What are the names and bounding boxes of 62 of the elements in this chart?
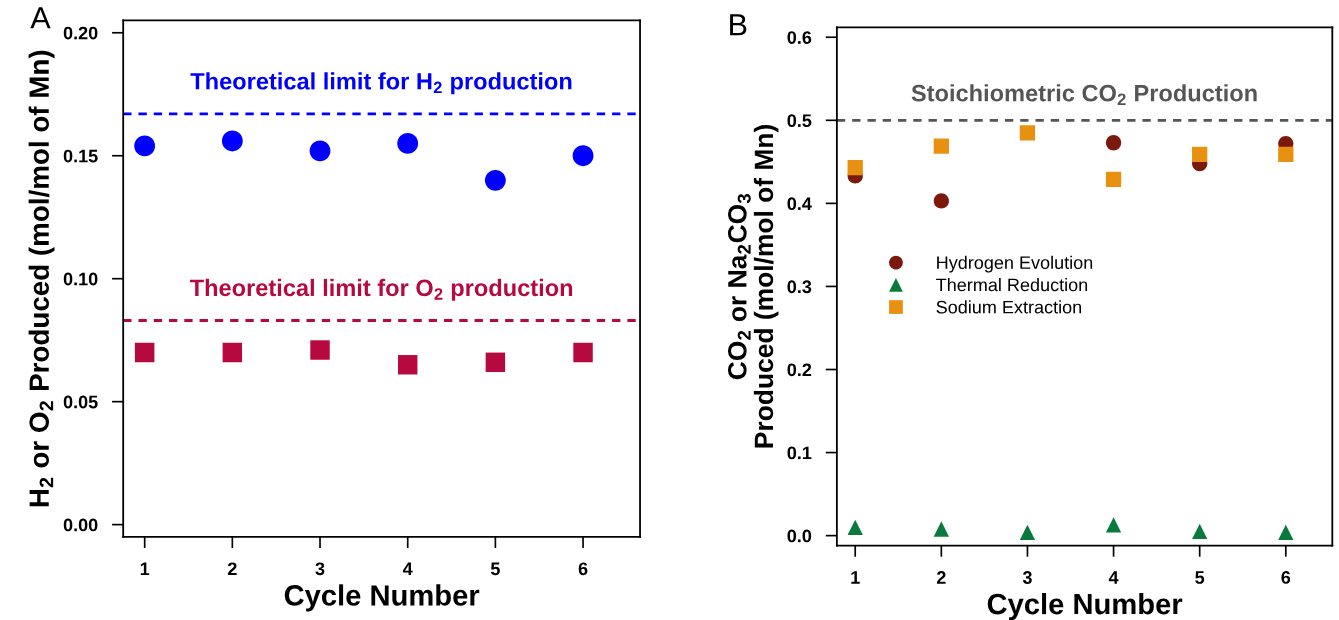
point — [397, 355, 418, 375]
y-tick-label: 0.20 — [63, 26, 98, 40]
legend-label: Thermal Reduction — [936, 278, 1088, 292]
y-tick-label: 0.10 — [63, 272, 98, 286]
ref-line-label: Theoretical limit for H$_{2}$ production — [190, 72, 572, 95]
y-tick-label: 0.6 — [787, 31, 812, 44]
point — [1192, 146, 1208, 163]
y-tick-label: 0.1 — [787, 446, 812, 460]
x-tick-label: 2 — [936, 571, 946, 584]
x-tick-label: 2 — [227, 562, 237, 575]
legend-label: Sodium Extraction — [936, 300, 1082, 314]
point — [310, 340, 330, 360]
point — [309, 140, 331, 162]
point — [933, 193, 949, 209]
x-tick-label: 4 — [1108, 571, 1119, 584]
y-tick-label: 0.00 — [63, 518, 98, 532]
legend-label: Hydrogen Evolution — [937, 255, 1093, 273]
ref-line-label: Stoichiometric CO$_{2}$ Production — [911, 84, 1257, 106]
x-tick-label: 3 — [315, 562, 325, 576]
point — [933, 138, 949, 154]
x-tick-label: 4 — [402, 562, 413, 575]
point — [221, 130, 243, 152]
text: B — [730, 14, 747, 36]
point — [222, 342, 243, 363]
x-axis-title: Cycle Number — [284, 584, 480, 612]
point — [572, 145, 594, 167]
y-tick-label: 0.0 — [787, 529, 812, 543]
point — [1278, 524, 1294, 540]
point — [397, 133, 419, 154]
x-tick-label: 3 — [1022, 571, 1032, 584]
y-tick-label: 0.4 — [787, 197, 812, 211]
x-tick-label: 1 — [851, 571, 860, 584]
text: A — [30, 7, 51, 29]
x-tick-label: 5 — [1195, 571, 1205, 584]
x-tick-label: 1 — [140, 562, 150, 575]
point — [1019, 125, 1036, 141]
x-tick-label: 5 — [490, 562, 500, 576]
point — [134, 342, 155, 363]
point — [1105, 135, 1122, 151]
point — [573, 342, 593, 363]
y-tick-label: 0.2 — [787, 363, 812, 377]
point — [1192, 523, 1208, 540]
y-tick-label: 0.3 — [787, 280, 812, 294]
point — [134, 135, 156, 157]
x-axis-title: Cycle Number — [987, 592, 1183, 620]
point — [1278, 146, 1294, 163]
y-tick-label: 0.15 — [63, 149, 98, 163]
y-axis-title: H$_{2}$ or O$_{2}$ Produced (mol/mol of Mn) — [28, 50, 55, 507]
point — [1105, 171, 1122, 187]
y-tick-label: 0.5 — [787, 114, 812, 128]
point — [847, 519, 863, 535]
y-tick-label: 0.05 — [63, 395, 98, 409]
ref-line-label: Theoretical limit for O$_{2}$ production — [189, 278, 573, 301]
point — [847, 160, 863, 176]
point — [485, 352, 506, 373]
x-tick-label: 6 — [1281, 571, 1291, 584]
point — [484, 169, 506, 191]
point — [1019, 524, 1036, 540]
point — [933, 521, 949, 537]
x-tick-label: 6 — [578, 562, 588, 576]
point — [1105, 517, 1122, 533]
y-axis-title: CO$_{2}$ or Na$_{2}$CO$_{3}$ Produced (mol/mol of Mn) — [727, 125, 779, 448]
